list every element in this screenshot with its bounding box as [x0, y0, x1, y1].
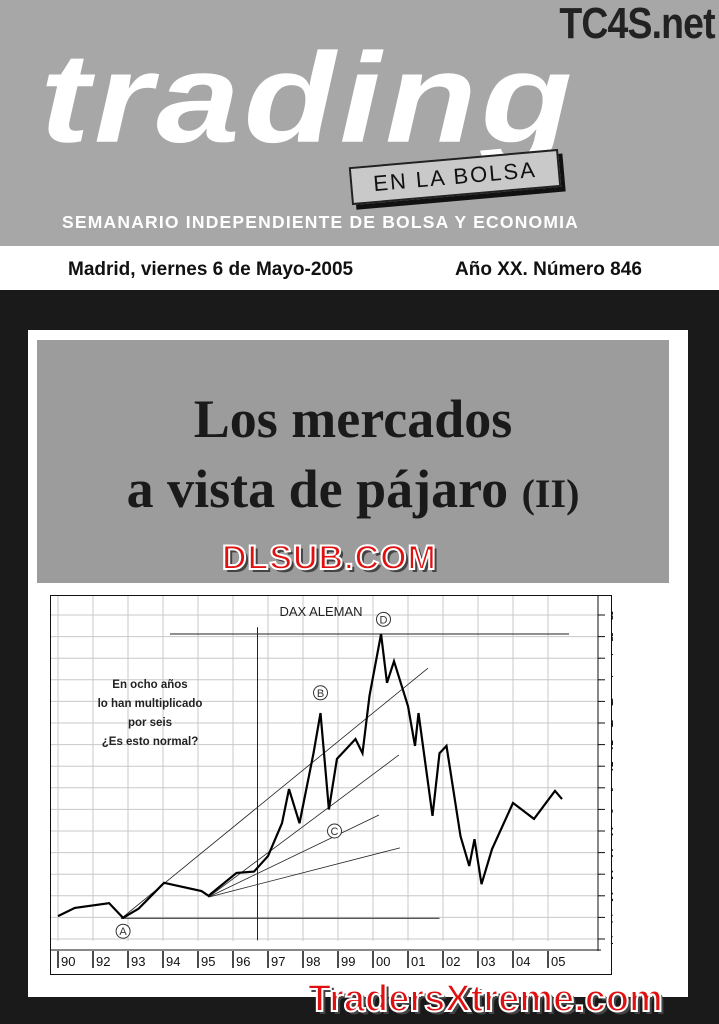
x-tick-label: 00 — [376, 954, 390, 969]
watermark-tc4s: TC4S.net — [559, 0, 716, 48]
subtitle: SEMANARIO INDEPENDIENTE DE BOLSA Y ECONO… — [62, 212, 580, 232]
issue-band — [0, 246, 719, 290]
y-tick-label: 2500 — [611, 867, 613, 882]
headline-line1: Los mercados — [193, 389, 513, 449]
chart-svg: 1000 1500 2000 2500 3000 3500 4000 4500 5000 5500… — [51, 596, 640, 969]
headline-box: Los mercados a vista de pájaro (II) — [37, 340, 669, 583]
trendline — [208, 754, 400, 898]
y-tick-label: 6000 — [611, 716, 613, 731]
chart-annotation: En ocho años — [112, 679, 187, 691]
x-tick-label: 02 — [446, 954, 460, 969]
x-tick-label: 03 — [481, 954, 495, 969]
y-tick-label: 4500 — [611, 781, 613, 796]
x-tick-label: 92 — [96, 954, 110, 969]
masthead: trading TC4S.net EN LA BOLSA SEMANARIO I… — [0, 0, 719, 246]
point-marker — [376, 611, 391, 627]
chart-annotation: lo han multiplicado — [98, 698, 203, 710]
trendline — [208, 814, 380, 898]
y-tick-label: 4000 — [611, 802, 613, 817]
x-tick-label: 90 — [61, 954, 75, 969]
x-tick-label: 05 — [551, 954, 565, 969]
x-tick-label: 93 — [131, 954, 145, 969]
y-tick-label: 8000 — [611, 630, 613, 645]
headline-suffix: (II) — [521, 471, 580, 516]
y-tick-label: 1500 — [611, 910, 613, 925]
dax-series-line — [57, 633, 563, 920]
watermark-dlsub: DLSUB.COM — [221, 538, 437, 578]
watermark-tradersxtreme: TradersXtreme.com — [307, 977, 664, 1021]
dax-chart: 1000 1500 2000 2500 3000 3500 4000 4500 5000 5500… — [50, 595, 640, 975]
issue-number: Año XX. Número 846 — [455, 259, 642, 280]
point-marker — [327, 823, 342, 839]
x-tick-label: 95 — [201, 954, 215, 969]
y-tick-label: 8500 — [611, 608, 613, 623]
x-tick-label: 94 — [166, 954, 180, 969]
y-tick-label: 3000 — [611, 846, 613, 861]
headline-line2-text: a vista de pájaro — [126, 459, 509, 519]
y-tick-label: 6500 — [611, 694, 613, 709]
x-tick-label: 97 — [271, 954, 285, 969]
point-label: C — [331, 826, 339, 838]
y-tick-label: 5500 — [611, 738, 613, 753]
point-label: D — [380, 614, 388, 626]
x-tick-label: 96 — [236, 954, 250, 969]
chart-annotation: por seis — [128, 717, 172, 729]
point-marker — [313, 685, 328, 701]
x-tick-label: 04 — [516, 954, 530, 969]
x-tick-label: 01 — [411, 954, 425, 969]
headline-line2: a vista de pájaro (II) — [37, 459, 669, 519]
y-tick-label: 7500 — [611, 651, 613, 666]
chart-title: DAX ALEMAN — [279, 604, 362, 619]
point-label: A — [119, 926, 127, 938]
x-tick-label: 98 — [306, 954, 320, 969]
point-label: B — [317, 688, 324, 700]
x-tick-label: 99 — [341, 954, 355, 969]
y-tick-label: 5000 — [611, 759, 613, 774]
logo: trading — [40, 26, 577, 170]
trendline — [120, 667, 429, 920]
y-tick-label: 7000 — [611, 673, 613, 688]
y-tick-label: 1000 — [611, 932, 613, 947]
y-tick-label: 3500 — [611, 824, 613, 839]
issue-date: Madrid, viernes 6 de Mayo-2005 — [68, 259, 354, 280]
point-marker — [115, 923, 131, 939]
y-tick-label: 2000 — [611, 889, 613, 904]
trendline — [208, 847, 401, 898]
chart-annotation: ¿Es esto normal? — [102, 736, 199, 748]
